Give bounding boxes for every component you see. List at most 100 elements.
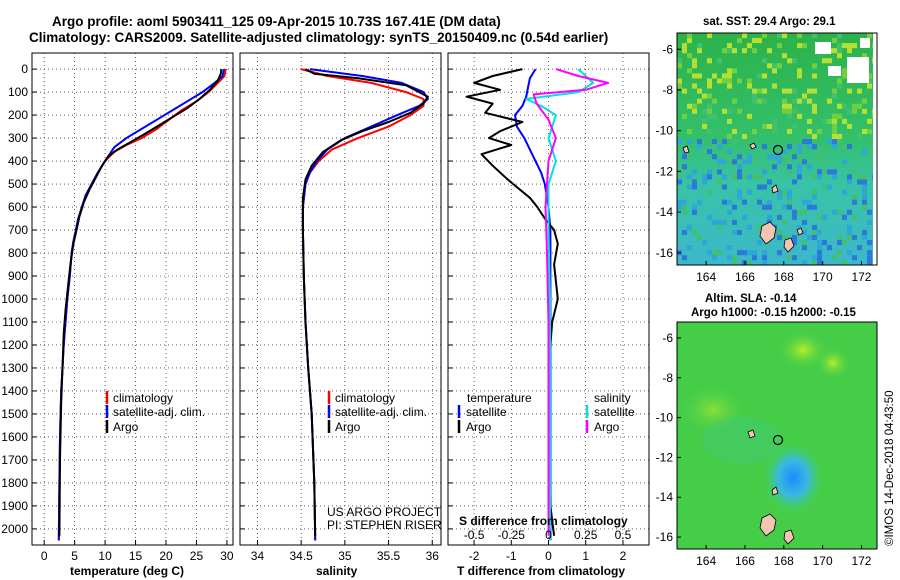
depth-tick-label: 500 [8, 177, 28, 191]
sst-pixel [682, 209, 687, 215]
sst-pixel [732, 260, 737, 265]
sst-pixel [802, 93, 807, 99]
sst-pixel [837, 33, 842, 39]
sst-pixel [762, 260, 767, 265]
sst-pixel [722, 78, 727, 84]
sst-pixel [757, 174, 762, 180]
sst-pixel [737, 194, 742, 200]
map-xtick-label: 164 [696, 554, 716, 568]
sst-pixel [837, 134, 842, 140]
series-sal-argo [301, 68, 429, 536]
legend-argo: Argo [113, 420, 139, 434]
sst-pixel [802, 245, 807, 251]
sla-island-efate [759, 513, 777, 537]
sst-pixel [752, 88, 757, 94]
sst-pixel [767, 179, 772, 185]
sst-pixel [777, 189, 782, 195]
sal-legend: climatology satellite-adj. clim. Argo US… [327, 391, 442, 532]
sst-pixel [812, 63, 817, 69]
sst-pixel [737, 154, 742, 160]
sst-pixel [812, 224, 817, 230]
sst-pixel [707, 58, 712, 64]
sst-pixel [772, 63, 777, 69]
sst-pixel [792, 255, 797, 261]
sst-pixel [687, 53, 692, 59]
sst-pixel [802, 240, 807, 246]
sst-pixel [847, 224, 852, 230]
sst-pixel [697, 235, 702, 241]
sla-map-frame [676, 321, 878, 550]
sst-pixel [817, 169, 822, 175]
depth-tick-label: 2000 [1, 522, 28, 536]
sst-pixel [792, 98, 797, 104]
sst-island-3 [796, 227, 804, 236]
depth-tick-label: 1200 [1, 338, 28, 352]
sst-pixel [817, 214, 822, 220]
sst-pixel [727, 108, 732, 114]
sst-pixel [847, 144, 852, 150]
s-diff-tick-label: -0.5 [464, 528, 485, 542]
sst-pixel [737, 250, 742, 256]
sst-pixel [712, 154, 717, 160]
sst-pixel [827, 184, 832, 190]
sst-pixel [847, 43, 852, 49]
sst-pixel [852, 194, 857, 200]
sst-pixel [687, 184, 692, 190]
map-ytick-label: -16 [656, 530, 674, 544]
sst-pixel [867, 73, 872, 79]
depth-tick-label: 1100 [2, 315, 28, 329]
sst-pixel [857, 174, 862, 180]
sst-edge [873, 33, 877, 265]
sst-island-5 [682, 145, 690, 154]
sst-pixel [742, 250, 747, 256]
sst-pixel [737, 169, 742, 175]
sst-pixel [712, 139, 717, 145]
sst-pixel [807, 118, 812, 124]
sst-pixel [742, 199, 747, 205]
temp-xtick-label: 0 [41, 549, 48, 563]
sst-pixel [762, 169, 767, 175]
sst-pixel [727, 199, 732, 205]
sst-map [676, 32, 878, 266]
sst-pixel [787, 169, 792, 175]
sst-pixel [802, 159, 807, 165]
sst-map-ticks: 164 166 168 170 172 -6 -8 -10 -12 -14 -16 [656, 42, 872, 284]
sst-pixel [832, 255, 837, 261]
sst-pixel [862, 189, 867, 195]
sst-pixel [822, 240, 827, 246]
sst-pixel [862, 194, 867, 200]
sla-island-4 [771, 486, 779, 496]
series-diff-t-argo [465, 68, 559, 536]
sst-pixel [772, 128, 777, 134]
sst-pixel [832, 93, 837, 99]
sst-pixel [747, 83, 752, 89]
sst-pixel [827, 118, 832, 124]
sst-pixel [852, 199, 857, 205]
sst-pixel [817, 255, 822, 261]
sst-pixel [727, 159, 732, 165]
sst-pixel [747, 260, 752, 265]
sst-pixel [762, 98, 767, 104]
sst-pixel [792, 179, 797, 185]
series-diff-s-argo [532, 68, 610, 536]
sst-pixel [697, 43, 702, 49]
sst-pixel [797, 149, 802, 155]
sst-pixel [712, 144, 717, 150]
sst-pixel [782, 103, 787, 109]
depth-tick-label: 900 [8, 269, 28, 283]
temp-xtick-label: 30 [220, 549, 234, 563]
sst-pixel [727, 255, 732, 261]
sst-pixel [802, 209, 807, 215]
sst-pixel [732, 159, 737, 165]
sst-pixel [732, 48, 737, 54]
sst-pixel [842, 260, 847, 265]
sst-pixel [832, 174, 837, 180]
sst-pixel [857, 88, 862, 94]
sst-pixel [682, 199, 687, 205]
sst-pixel [857, 134, 862, 140]
sst-pixel [802, 199, 807, 205]
sst-pixel [787, 194, 792, 200]
sla-map-title-1: Altim. SLA: -0.14 [705, 293, 797, 305]
sst-pixel [842, 214, 847, 220]
sst-pixel [677, 63, 682, 69]
